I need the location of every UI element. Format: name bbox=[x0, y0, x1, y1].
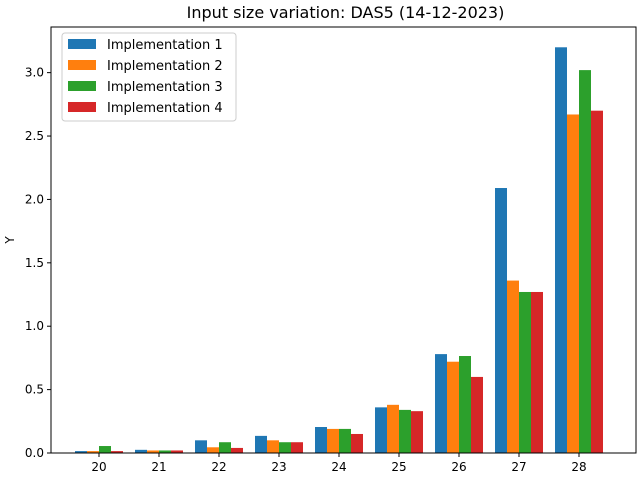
bar-implementation-1-21 bbox=[135, 449, 147, 453]
bar-implementation-2-22 bbox=[207, 447, 219, 453]
y-tick-label: 2.5 bbox=[25, 129, 44, 143]
x-tick-label: 28 bbox=[571, 460, 586, 474]
bar-implementation-1-27 bbox=[495, 188, 507, 453]
bar-implementation-3-26 bbox=[459, 356, 471, 453]
bar-implementation-1-22 bbox=[195, 440, 207, 453]
bar-implementation-1-23 bbox=[255, 435, 267, 453]
x-tick-label: 26 bbox=[451, 460, 466, 474]
bar-implementation-4-26 bbox=[471, 376, 483, 453]
legend-box bbox=[61, 32, 237, 122]
legend-label: Implementation 4 bbox=[107, 101, 223, 116]
x-tick-label: 21 bbox=[151, 460, 166, 474]
bar-implementation-2-24 bbox=[327, 428, 339, 453]
legend: Implementation 1 Implementation 2 Implemen… bbox=[61, 32, 237, 122]
bar-implementation-2-27 bbox=[507, 280, 519, 453]
bars-layer bbox=[75, 47, 603, 454]
y-tick-label: 2.0 bbox=[25, 192, 44, 206]
bar-implementation-2-20 bbox=[87, 451, 99, 453]
x-tick-label: 24 bbox=[331, 460, 346, 474]
x-tick-label: 20 bbox=[91, 460, 106, 474]
legend-label: Implementation 2 bbox=[107, 59, 223, 74]
bar-implementation-4-27 bbox=[531, 291, 543, 453]
bar-implementation-4-25 bbox=[411, 411, 423, 453]
bar-implementation-4-28 bbox=[591, 110, 603, 454]
bar-implementation-2-21 bbox=[147, 450, 159, 453]
bar-implementation-2-25 bbox=[387, 404, 399, 453]
axes-layer: 0.0 0.5 1.0 1.5 2.0 2.5 3.0 20 21 22 23 24 25 26 27 28 bbox=[25, 26, 637, 474]
chart-title: Input size variation: DAS5 (14-12-2023) bbox=[187, 3, 505, 22]
bar-implementation-3-20 bbox=[99, 446, 111, 453]
y-axis-label: Y bbox=[3, 236, 17, 245]
x-tick-label: 22 bbox=[211, 460, 226, 474]
bar-implementation-4-24 bbox=[351, 433, 363, 453]
bar-implementation-4-21 bbox=[171, 450, 183, 453]
plot-frame bbox=[50, 26, 637, 454]
bar-implementation-3-21 bbox=[159, 450, 171, 453]
bar-implementation-4-20 bbox=[111, 451, 123, 453]
bar-implementation-4-22 bbox=[231, 447, 243, 453]
legend-swatch bbox=[68, 60, 96, 70]
bar-implementation-3-25 bbox=[399, 409, 411, 453]
y-tick-label: 1.5 bbox=[25, 256, 44, 270]
legend-label: Implementation 1 bbox=[107, 38, 223, 53]
y-tick-label: 0.5 bbox=[25, 383, 44, 397]
y-tick-label: 3.0 bbox=[25, 66, 44, 80]
x-tick-label: 25 bbox=[391, 460, 406, 474]
x-tick-label: 23 bbox=[271, 460, 286, 474]
legend-label: Implementation 3 bbox=[107, 80, 223, 95]
y-tick-label: 0.0 bbox=[25, 446, 44, 460]
legend-swatch bbox=[68, 102, 96, 112]
bar-implementation-4-23 bbox=[291, 442, 303, 453]
bar-implementation-1-28 bbox=[555, 47, 567, 453]
bar-implementation-2-28 bbox=[567, 114, 579, 453]
bar-implementation-3-24 bbox=[339, 428, 351, 453]
bar-implementation-2-26 bbox=[447, 361, 459, 453]
legend-swatch bbox=[68, 81, 96, 91]
bar-implementation-3-22 bbox=[219, 442, 231, 453]
bar-implementation-1-25 bbox=[375, 407, 387, 453]
bar-implementation-3-27 bbox=[519, 291, 531, 453]
legend-swatch bbox=[68, 39, 96, 49]
bar-implementation-1-26 bbox=[435, 354, 447, 453]
bar-implementation-2-23 bbox=[267, 440, 279, 453]
x-tick-label: 27 bbox=[511, 460, 526, 474]
bar-implementation-3-28 bbox=[579, 70, 591, 454]
bar-implementation-1-20 bbox=[75, 451, 87, 453]
y-tick-label: 1.0 bbox=[25, 319, 44, 333]
bar-implementation-3-23 bbox=[279, 442, 291, 453]
bar-implementation-1-24 bbox=[315, 427, 327, 453]
